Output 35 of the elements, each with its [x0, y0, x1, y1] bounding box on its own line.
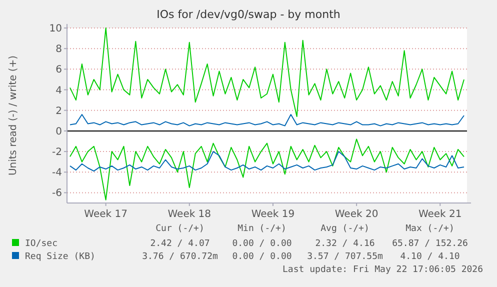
y-tick-label: 2	[56, 106, 62, 117]
line-series	[70, 28, 464, 118]
line-series	[70, 151, 464, 172]
text: Avg (-/+)	[320, 224, 370, 234]
y-tick-label: -2	[52, 147, 62, 158]
text: 4.10 / 4.10	[400, 252, 460, 262]
x-tick-label: Week 17	[84, 209, 128, 220]
text: Min (-/+)	[238, 224, 286, 234]
text: Last update: Fri May 22 17:06:05 2026	[282, 265, 483, 275]
text: 0.00 / 0.00	[232, 239, 292, 249]
x-tick-label: Week 20	[334, 209, 378, 220]
legend-label: Req Size (KB)	[25, 252, 96, 262]
text: 3.76 / 670.72m	[142, 252, 218, 262]
y-tick-label: 10	[49, 24, 62, 34]
y-tick-label: 4	[56, 85, 62, 96]
x-tick-label: Week 21	[418, 209, 462, 220]
y-tick-label: -6	[52, 188, 62, 200]
chart-title: IOs for /dev/vg0/swap - by month	[156, 8, 340, 21]
text: 3.57 / 707.55m	[307, 252, 383, 262]
text: 65.87 / 152.26	[392, 239, 468, 249]
y-tick-label: 8	[56, 44, 62, 56]
y-tick-label: 0	[56, 126, 62, 138]
legend-label: IO/sec	[25, 239, 58, 249]
text: Max (-/+)	[406, 224, 454, 234]
y-axis-title: Units read (-) / write (+)	[8, 55, 19, 176]
y-tick-label: -4	[52, 168, 62, 179]
line-series	[70, 114, 464, 126]
x-tick-label: Week 18	[168, 209, 212, 220]
y-tick-label: 6	[56, 64, 62, 76]
text: 0.00 / 0.00	[232, 252, 292, 262]
line-series	[70, 138, 464, 200]
text: Cur (-/+)	[156, 224, 204, 234]
text: 2.32 / 4.16	[315, 239, 375, 249]
text: 2.42 / 4.07	[150, 239, 210, 249]
x-tick-label: Week 19	[251, 209, 295, 220]
